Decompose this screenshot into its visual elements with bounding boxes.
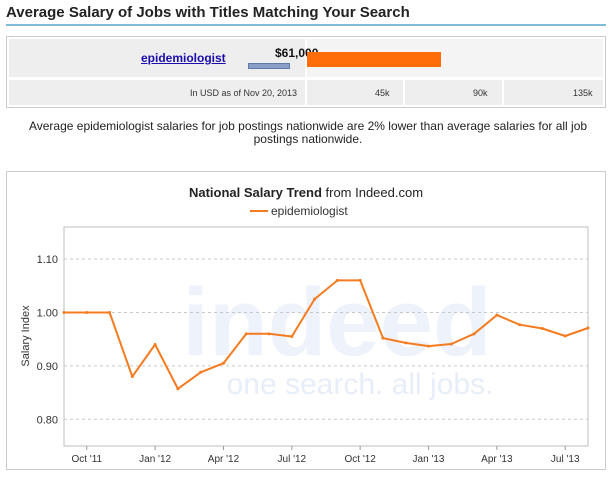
data-point	[62, 310, 66, 314]
scale-tick-45k: 45k	[375, 88, 390, 98]
data-point	[540, 326, 544, 330]
series-line-epidemiologist	[64, 279, 589, 390]
data-point	[221, 361, 225, 365]
data-point	[358, 278, 362, 282]
page-title: Average Salary of Jobs with Titles Match…	[6, 4, 410, 21]
legend-label: epidemiologist	[271, 204, 348, 218]
y-tick-label: 0.90	[37, 361, 58, 373]
salary-trend-chart: National Salary Trend from Indeed.com ep…	[6, 171, 606, 470]
data-point	[108, 310, 112, 314]
chart-svg: National Salary Trend from Indeed.com ep…	[20, 185, 590, 465]
data-point	[518, 323, 522, 327]
data-point	[404, 341, 408, 345]
x-tick-label: Apr '12	[208, 454, 240, 465]
x-tick-label: Oct '11	[71, 454, 102, 465]
data-point	[586, 326, 590, 330]
data-point	[176, 387, 180, 391]
scale-cell-2	[405, 80, 502, 105]
chart-title-bold: National Salary Trend	[189, 185, 322, 200]
x-tick-label: Apr '13	[481, 454, 513, 465]
data-point	[199, 370, 203, 374]
page-header: Average Salary of Jobs with Titles Match…	[6, 4, 606, 26]
as-of-cell	[9, 80, 305, 105]
x-tick-label: Oct '12	[344, 454, 376, 465]
x-tick-label: Jan '12	[139, 454, 171, 465]
chart-title-rest: from Indeed.com	[322, 185, 423, 200]
data-point	[427, 344, 431, 348]
data-point	[449, 342, 453, 346]
data-point	[381, 336, 385, 340]
data-point	[335, 278, 339, 282]
x-tick-label: Jul '13	[551, 454, 580, 465]
job-title-link[interactable]: epidemiologist	[141, 51, 226, 65]
watermark-brand: indeed	[182, 269, 491, 376]
job-cell	[9, 39, 305, 77]
salary-comparison-text: Average epidemiologist salaries for job …	[28, 119, 588, 146]
y-axis-label: Salary Index	[20, 305, 32, 367]
plot-area	[63, 226, 589, 447]
scale-tick-135k: 135k	[573, 88, 593, 98]
as-of-date: In USD as of Nov 20, 2013	[189, 88, 297, 98]
y-tick-label: 1.00	[37, 307, 58, 319]
x-tick-label: Jan '13	[413, 454, 445, 465]
salary-table: epidemiologist $61,000 In USD as of Nov …	[6, 36, 606, 108]
scale-tick-90k: 90k	[473, 88, 488, 98]
y-axis-ticks: 0.80 0.90 1.00 1.10	[37, 254, 58, 426]
data-point	[313, 297, 317, 301]
indeed-watermark: indeed one search. all jobs.	[182, 269, 493, 401]
series-group	[62, 278, 590, 391]
data-point	[290, 335, 294, 338]
scale-cell-3	[504, 80, 603, 105]
salary-underline-bar	[248, 63, 290, 69]
data-point	[495, 313, 499, 317]
watermark-tagline: one search. all jobs.	[227, 368, 494, 401]
chart-title: National Salary Trend from Indeed.com	[189, 185, 423, 200]
data-point	[472, 332, 476, 336]
y-tick-label: 1.10	[37, 254, 58, 266]
x-axis-ticks: Oct '11 Jan '12 Apr '12 Jul '12 Oct '12 Jan '…	[71, 446, 580, 465]
scale-cell-1	[307, 80, 403, 105]
data-point	[267, 332, 271, 336]
y-tick-label: 0.80	[37, 414, 58, 426]
data-point	[244, 332, 248, 336]
data-point	[153, 343, 157, 347]
data-point	[85, 310, 89, 314]
salary-bar	[307, 52, 441, 67]
data-point	[130, 375, 134, 379]
data-point	[563, 334, 567, 338]
x-tick-label: Jul '12	[278, 454, 307, 465]
